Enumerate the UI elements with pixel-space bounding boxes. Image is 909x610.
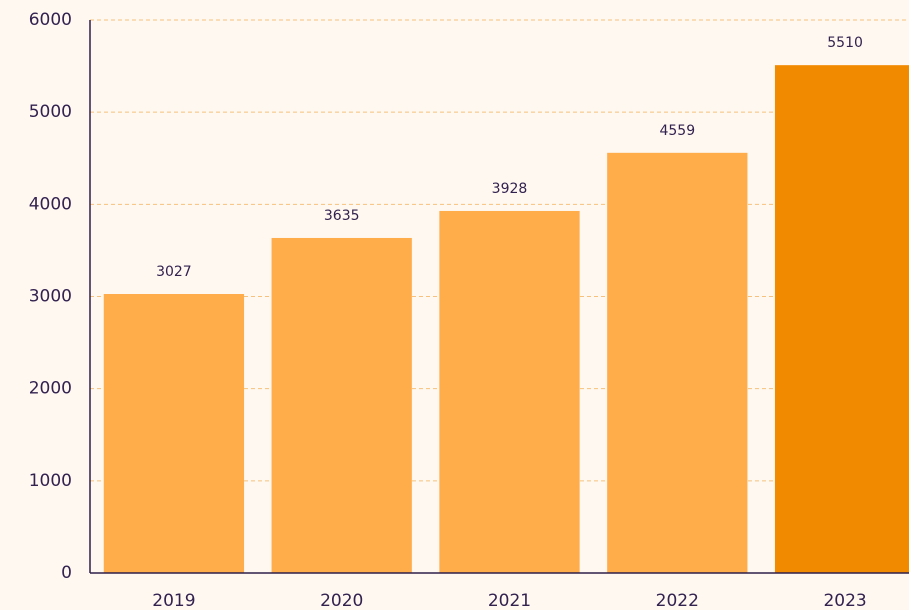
bar	[271, 237, 412, 573]
x-tick-label: 2020	[320, 591, 363, 610]
bar	[774, 65, 909, 573]
bar	[103, 294, 245, 573]
value-label: 5510	[827, 35, 863, 51]
value-label: 4559	[659, 123, 695, 139]
value-label: 3928	[492, 181, 528, 197]
value-label: 3027	[156, 264, 192, 280]
value-label: 3635	[324, 208, 360, 224]
bar	[607, 152, 748, 573]
y-tick-label: 5000	[29, 102, 72, 122]
x-tick-label: 2023	[823, 591, 866, 610]
y-tick-label: 1000	[29, 471, 72, 491]
y-tick-label: 4000	[29, 194, 72, 214]
y-tick-label: 3000	[29, 287, 72, 307]
x-tick-label: 2022	[656, 591, 699, 610]
x-tick-label: 2019	[152, 591, 195, 610]
x-tick-label: 2021	[488, 591, 531, 610]
y-tick-label: 6000	[29, 10, 72, 30]
y-tick-label: 0	[61, 563, 72, 583]
y-tick-label: 2000	[29, 379, 72, 399]
bar	[439, 210, 580, 573]
